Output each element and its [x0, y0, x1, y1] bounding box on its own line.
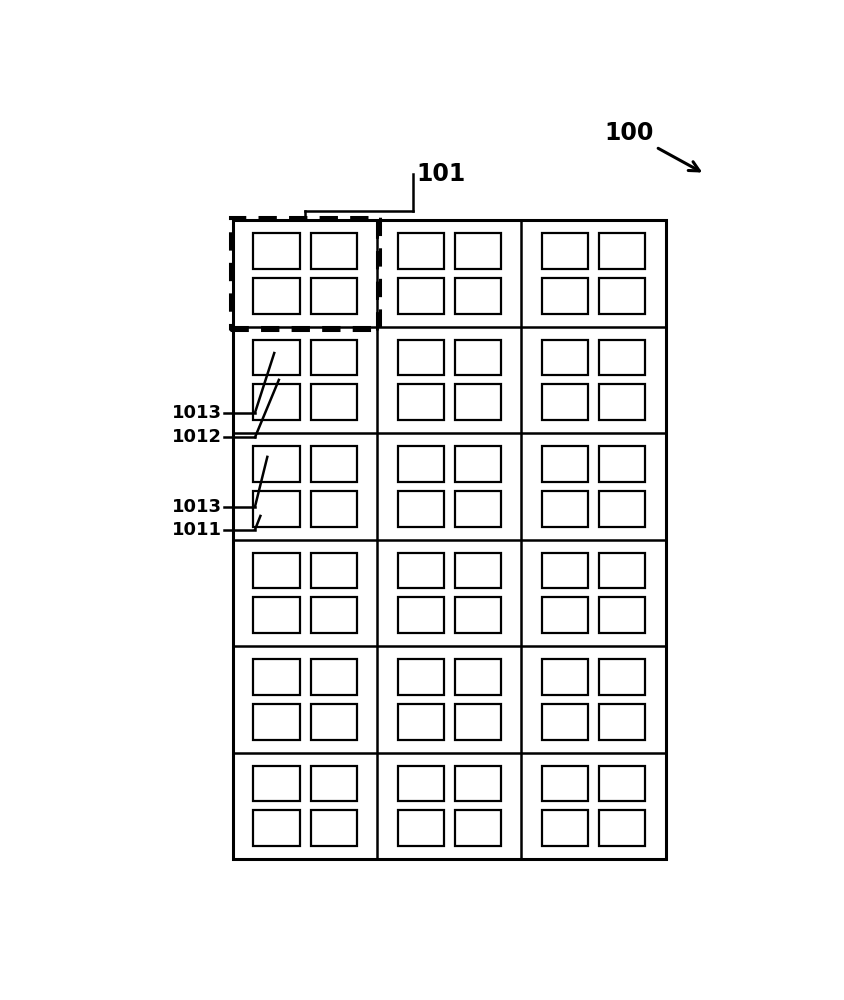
Bar: [455, 340, 500, 375]
Bar: [455, 553, 500, 588]
Bar: [598, 597, 645, 633]
Bar: [253, 597, 300, 633]
Bar: [253, 446, 300, 482]
Text: 1012: 1012: [171, 428, 221, 446]
Bar: [253, 340, 300, 375]
Bar: [253, 233, 300, 269]
Bar: [598, 491, 645, 527]
Bar: [311, 384, 357, 420]
Bar: [311, 597, 357, 633]
Bar: [455, 233, 500, 269]
Bar: [598, 278, 645, 314]
Bar: [311, 553, 357, 588]
Bar: [541, 233, 587, 269]
Bar: [541, 384, 587, 420]
Bar: [397, 704, 443, 740]
Bar: [253, 491, 300, 527]
Bar: [311, 704, 357, 740]
Bar: [541, 704, 587, 740]
Bar: [397, 446, 443, 482]
Bar: [397, 340, 443, 375]
Bar: [541, 491, 587, 527]
Bar: [397, 553, 443, 588]
Bar: [598, 704, 645, 740]
Bar: [253, 810, 300, 846]
Bar: [455, 659, 500, 695]
Text: 1013: 1013: [171, 404, 221, 422]
Bar: [455, 446, 500, 482]
Bar: [455, 384, 500, 420]
Bar: [311, 278, 357, 314]
Bar: [311, 233, 357, 269]
Bar: [455, 810, 500, 846]
Bar: [253, 384, 300, 420]
Bar: [253, 659, 300, 695]
Bar: [541, 340, 587, 375]
Bar: [397, 810, 443, 846]
Bar: [253, 278, 300, 314]
Text: 1013: 1013: [171, 498, 221, 516]
Bar: [541, 553, 587, 588]
Bar: [311, 810, 357, 846]
Text: 101: 101: [416, 162, 465, 186]
Bar: [253, 553, 300, 588]
Bar: [541, 659, 587, 695]
Bar: [397, 278, 443, 314]
Bar: [598, 233, 645, 269]
Bar: [455, 491, 500, 527]
Bar: [541, 446, 587, 482]
Bar: [233, 220, 665, 859]
Bar: [598, 553, 645, 588]
Bar: [541, 766, 587, 801]
Bar: [311, 446, 357, 482]
Bar: [598, 384, 645, 420]
Bar: [455, 766, 500, 801]
Bar: [397, 766, 443, 801]
Bar: [230, 217, 380, 330]
Bar: [311, 766, 357, 801]
Bar: [397, 659, 443, 695]
Bar: [598, 446, 645, 482]
Bar: [455, 704, 500, 740]
Bar: [311, 340, 357, 375]
Text: 100: 100: [604, 121, 653, 145]
Bar: [455, 597, 500, 633]
Bar: [455, 278, 500, 314]
Bar: [397, 233, 443, 269]
Bar: [598, 340, 645, 375]
Bar: [253, 704, 300, 740]
Text: 1011: 1011: [171, 521, 221, 539]
Bar: [598, 659, 645, 695]
Bar: [311, 491, 357, 527]
Bar: [397, 491, 443, 527]
Bar: [541, 278, 587, 314]
Bar: [598, 766, 645, 801]
Bar: [397, 384, 443, 420]
Bar: [397, 597, 443, 633]
Bar: [253, 766, 300, 801]
Bar: [541, 597, 587, 633]
Bar: [541, 810, 587, 846]
Bar: [598, 810, 645, 846]
Bar: [311, 659, 357, 695]
